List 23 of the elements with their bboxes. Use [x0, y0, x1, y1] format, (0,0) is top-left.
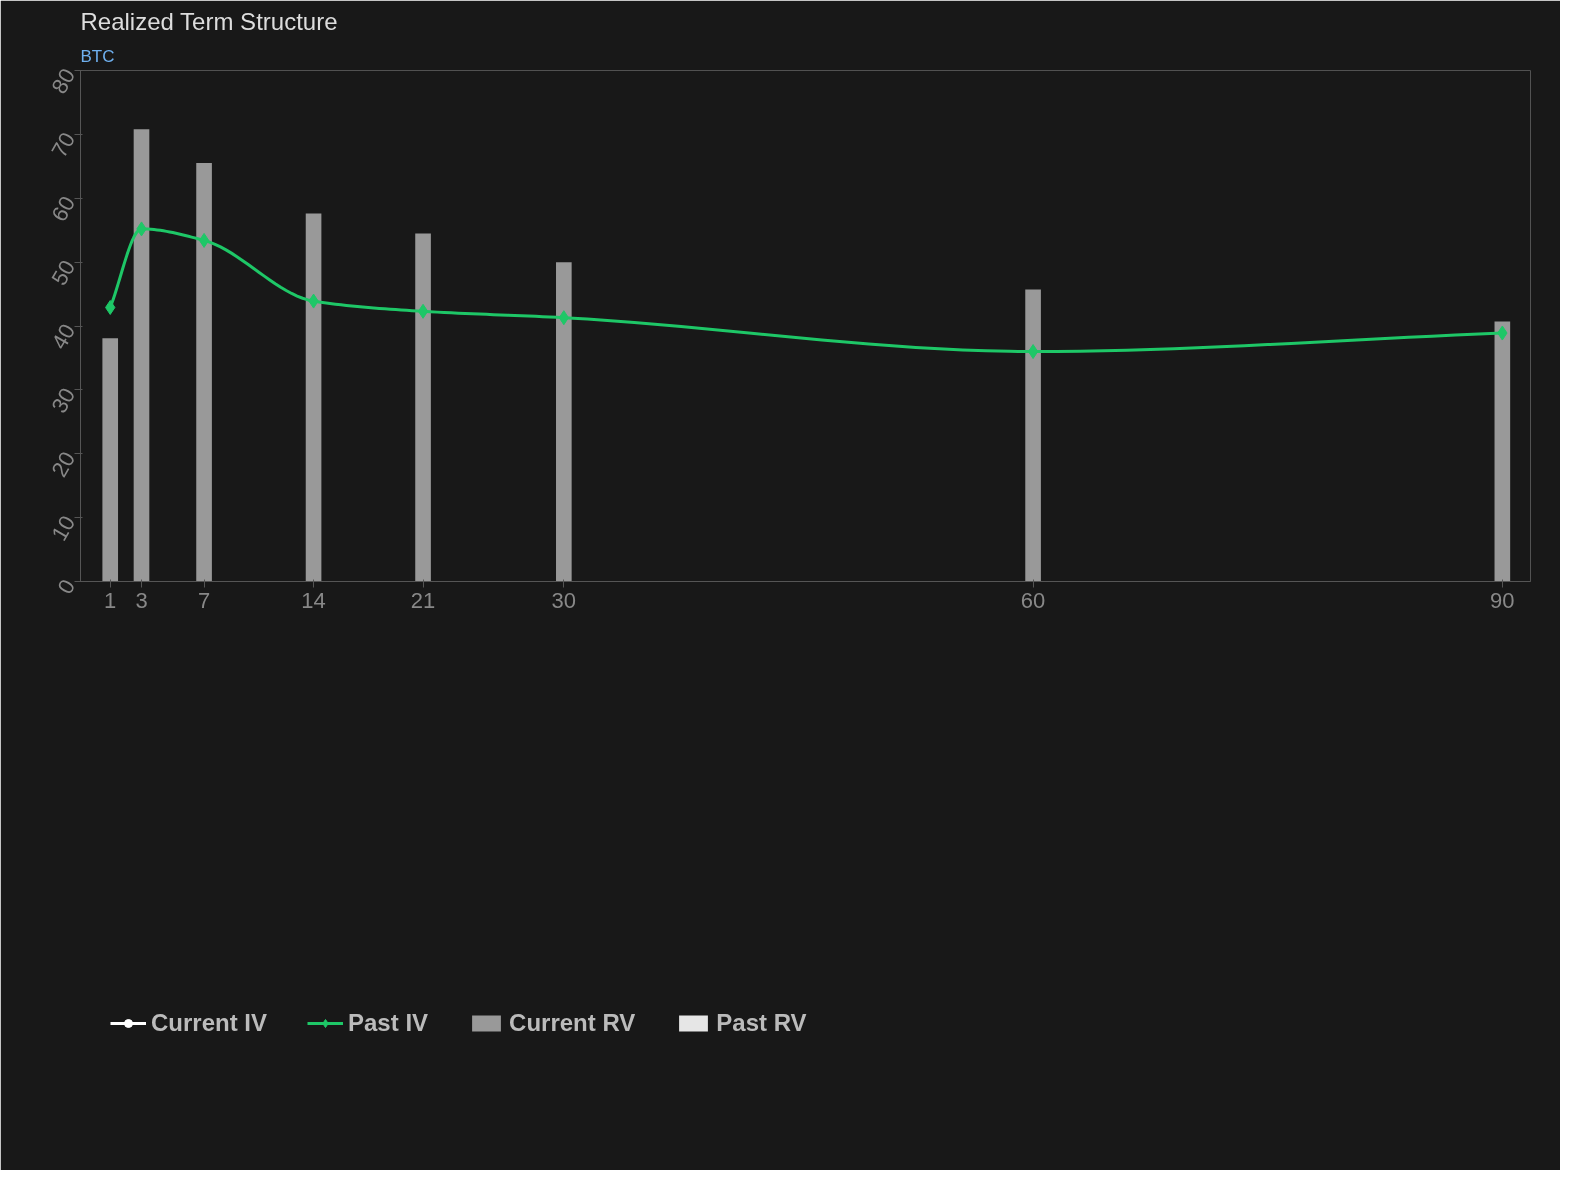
chart-subtitle: BTC: [80, 46, 115, 66]
y-tick-label: 70: [46, 128, 81, 162]
x-tick-label: 60: [1020, 587, 1046, 613]
x-tick-label: 90: [1490, 587, 1515, 613]
x-tick-label: 14: [301, 587, 326, 613]
y-tick-label: 20: [46, 447, 81, 482]
x-tick-label: 3: [135, 587, 148, 613]
legend-label: Current RV: [509, 1009, 636, 1037]
y-tick-label: 60: [46, 191, 81, 226]
x-tick-label: 7: [197, 587, 211, 613]
legend-label: Past RV: [716, 1009, 807, 1037]
y-tick-label: 30: [46, 383, 81, 418]
y-tick-label: 10: [46, 511, 81, 546]
legend-label: Current IV: [151, 1009, 268, 1037]
chart-title: Realized Term Structure: [80, 7, 338, 35]
legend-label: Past IV: [348, 1009, 429, 1037]
x-tick-label: 30: [551, 587, 577, 613]
y-tick-label: 80: [46, 64, 81, 98]
y-tick-label: 50: [46, 255, 81, 290]
y-tick-label: 0: [52, 575, 81, 599]
x-tick-label: 1: [104, 587, 117, 613]
y-tick-label: 40: [46, 319, 81, 354]
x-tick-label: 21: [410, 587, 436, 613]
